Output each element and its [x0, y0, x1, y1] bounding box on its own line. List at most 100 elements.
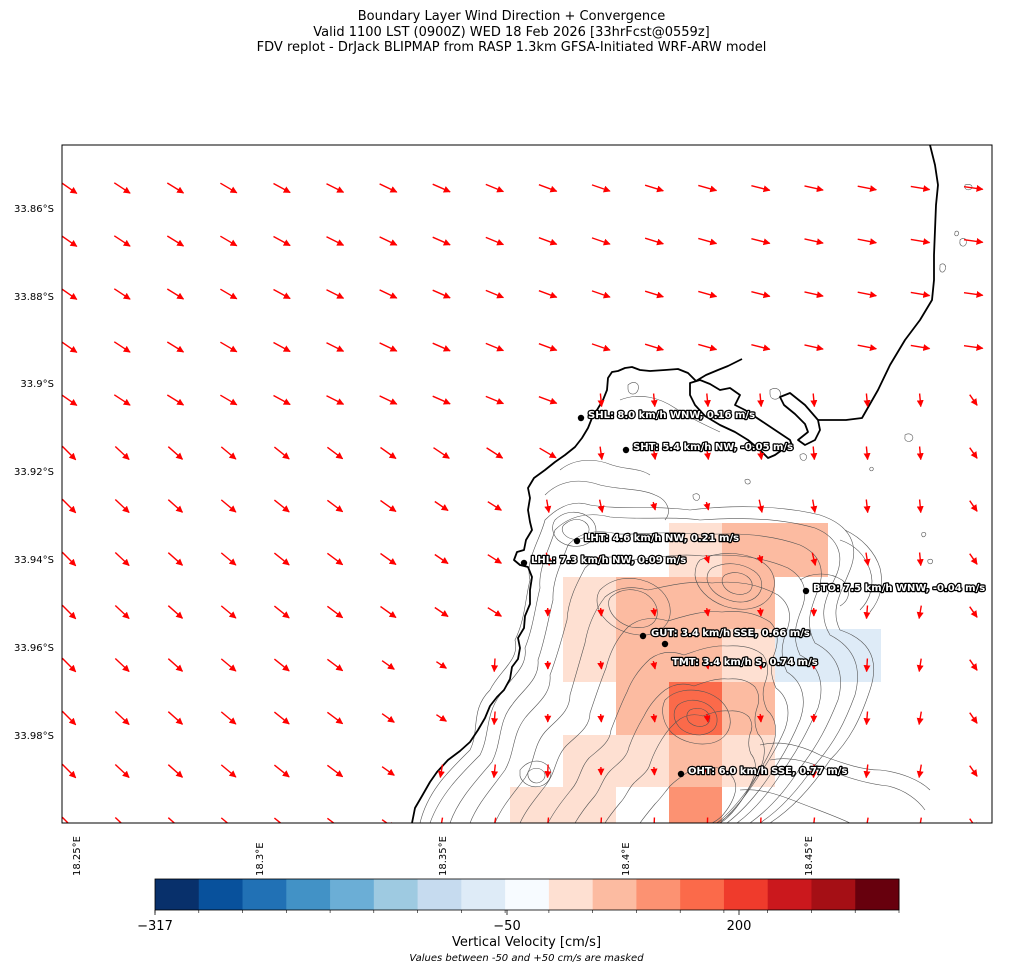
wind-vector-arrow — [434, 606, 449, 618]
wind-vector-arrow — [969, 394, 978, 406]
shade-cell — [563, 787, 616, 823]
shade-cell — [563, 735, 616, 787]
wind-vector-arrow — [432, 236, 451, 246]
wind-vector-arrow — [539, 447, 557, 459]
wind-vector-arrow — [597, 446, 605, 461]
terrain-contour — [927, 558, 933, 565]
wind-vector-arrow — [166, 341, 185, 353]
wind-vector-arrow — [62, 816, 69, 823]
shade-cell — [563, 629, 616, 682]
station-bto[interactable]: BTO: 7.5 km/h WNW, -0.04 m/s — [802, 582, 987, 595]
wind-vector-arrow — [381, 819, 395, 823]
terrain-contour — [519, 760, 552, 788]
wind-vector-arrow — [910, 185, 931, 192]
terrain-contour — [959, 238, 967, 247]
terrain-contour — [662, 689, 731, 745]
wind-vector-arrow — [597, 607, 605, 617]
station-marker — [677, 770, 685, 778]
wind-vector-arrow — [547, 817, 550, 823]
wind-vector-arrow — [857, 291, 877, 299]
wind-vector-arrow — [114, 498, 130, 514]
coastline-pier — [779, 392, 821, 446]
station-marker — [639, 632, 647, 640]
station-gut[interactable]: GUT: 3.4 km/h SSE, 0.66 m/s — [639, 627, 811, 640]
wind-vector-arrow — [167, 658, 184, 672]
colorbar-tick-label: −50 — [493, 919, 520, 934]
wind-vector-arrow — [220, 658, 237, 672]
wind-vector-arrow — [969, 659, 978, 671]
wind-vector-arrow — [273, 658, 290, 672]
wind-vector-arrow — [432, 342, 451, 352]
wind-vector-arrow — [698, 343, 718, 352]
wind-vector-arrow — [698, 237, 718, 246]
station-label: SHL: 8.0 km/h WNW, 0.16 m/s — [588, 410, 755, 421]
terrain-contour — [694, 553, 775, 610]
station-sht[interactable]: SHT: 5.4 km/h NW, -0.05 m/s — [622, 441, 794, 454]
lat-label: 33.96°S — [14, 643, 54, 654]
terrain-contour — [552, 511, 597, 547]
wind-vector-arrow — [491, 658, 499, 673]
station-marker — [622, 446, 630, 454]
terrain-contour — [494, 581, 804, 823]
wind-vector-arrow — [538, 343, 558, 352]
shade-cell — [616, 682, 669, 735]
station-marker — [661, 640, 669, 648]
wind-vector-arrow — [703, 713, 711, 723]
title-line-3: FDV replot - DrJack BLIPMAP from RASP 1.… — [256, 40, 767, 55]
wind-vector-arrow — [166, 235, 185, 247]
station-label: GUT: 3.4 km/h SSE, 0.66 m/s — [651, 628, 810, 639]
wind-vector-arrow — [863, 393, 871, 408]
wind-vector-arrow — [273, 182, 291, 194]
station-marker — [577, 414, 585, 422]
shade-cell — [616, 577, 669, 629]
wind-vector-arrow — [379, 183, 398, 193]
wind-vector-arrow — [756, 660, 764, 670]
wind-vector-arrow — [650, 393, 658, 408]
shade-cell — [722, 523, 775, 577]
coastline-harbour — [689, 379, 794, 459]
terrain-contour — [954, 230, 959, 237]
wind-vector-arrow — [969, 818, 978, 823]
stations: SHL: 8.0 km/h WNW, 0.16 m/s SHT: 5.4 km/… — [520, 409, 987, 778]
station-shl[interactable]: SHL: 8.0 km/h WNW, 0.16 m/s — [577, 409, 756, 422]
colorbar-swatch — [723, 879, 769, 910]
wind-vector-arrow — [220, 235, 238, 247]
wind-vector-arrow — [804, 291, 824, 299]
lon-label: 18.35°E — [438, 836, 449, 876]
wind-vector-arrow — [485, 342, 505, 352]
wind-vector-arrow — [381, 766, 395, 776]
lon-label: 18.45°E — [804, 836, 815, 876]
terrain-contour — [544, 480, 669, 521]
wind-vector-arrow — [434, 500, 449, 512]
wind-vector-arrow — [273, 711, 290, 725]
wind-vector-arrow — [167, 552, 184, 566]
station-lhl[interactable]: LHL: 7.3 km/h NW, 0.09 m/s — [520, 554, 688, 567]
terrain-contour — [519, 611, 789, 823]
wind-vector-arrow — [650, 554, 657, 564]
wind-vector-arrow — [591, 184, 611, 193]
wind-vector-arrow — [487, 554, 502, 564]
wind-vector-arrow — [167, 711, 184, 725]
colorbar-swatch — [680, 879, 725, 910]
wind-vector-arrow — [273, 605, 290, 619]
shade-cell — [722, 682, 775, 735]
wind-vector-arrow — [538, 184, 558, 193]
station-tmt[interactable]: TMT: 3.4 km/h S, 0.74 m/s — [661, 640, 819, 669]
station-oht[interactable]: OHT: 6.0 km/h SSE, 0.77 m/s — [677, 765, 849, 778]
station-lht[interactable]: LHT: 4.6 km/h NW, 0.21 m/s — [573, 532, 740, 545]
shade-cell — [722, 629, 775, 682]
wind-vector-arrow — [804, 238, 824, 246]
wind-vector-arrow — [273, 446, 290, 460]
wind-vector-arrow — [597, 713, 605, 723]
station-label: TMT: 3.4 km/h S, 0.74 m/s — [672, 657, 818, 668]
wind-vector-arrow — [644, 290, 664, 299]
wind-vector-arrow — [757, 499, 765, 513]
terrain-contour — [561, 519, 590, 540]
station-label: LHL: 7.3 km/h NW, 0.09 m/s — [531, 555, 686, 566]
station-marker — [573, 537, 581, 545]
coastline-east — [818, 145, 939, 421]
wind-vector-arrow — [916, 764, 924, 779]
wind-vector-arrow — [114, 710, 130, 726]
wind-vector-arrow — [273, 817, 282, 823]
wind-vector-arrow — [863, 764, 871, 779]
